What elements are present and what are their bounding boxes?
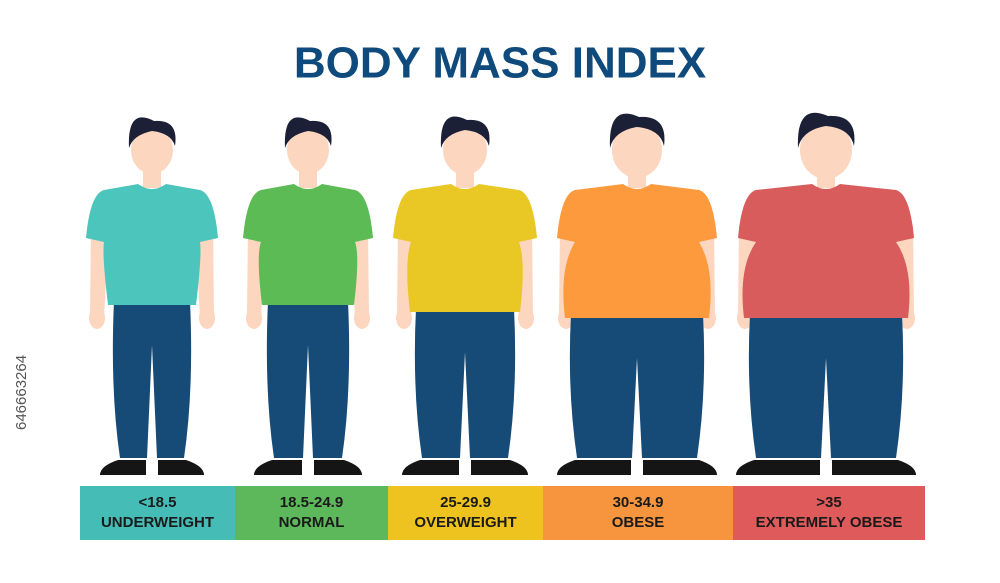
shoe [158, 460, 204, 475]
pants [112, 301, 192, 458]
hand [518, 307, 534, 329]
category-band [733, 486, 925, 540]
pants [569, 314, 705, 458]
category-label: OBESE [612, 514, 665, 531]
shoe [557, 460, 631, 475]
hand [199, 307, 215, 329]
head [131, 126, 173, 174]
category-band [235, 486, 388, 540]
shirt [243, 184, 373, 305]
category-range: 30-34.9 [613, 494, 664, 511]
pants [414, 308, 516, 458]
category-band [543, 486, 733, 540]
shirt [86, 184, 218, 305]
pants [266, 301, 350, 458]
category-range: <18.5 [139, 494, 177, 511]
pants [748, 314, 904, 458]
head [800, 121, 852, 179]
category-label: NORMAL [279, 514, 345, 531]
shoe [643, 460, 717, 475]
shoe [402, 460, 459, 475]
category-range: 18.5-24.9 [280, 494, 343, 511]
shoe [471, 460, 528, 475]
hair [609, 113, 665, 148]
person [393, 116, 537, 475]
shoe [832, 460, 916, 475]
shoe [314, 460, 362, 475]
hand [354, 307, 370, 329]
head [287, 126, 329, 174]
hair [797, 112, 855, 148]
shoe [736, 460, 820, 475]
hair [440, 116, 490, 148]
category-label: UNDERWEIGHT [101, 514, 214, 531]
person [243, 117, 373, 475]
category-label: EXTREMELY OBESE [756, 514, 903, 531]
category-band [388, 486, 543, 540]
hand [89, 307, 105, 329]
person [736, 112, 916, 475]
hand [246, 307, 262, 329]
head [443, 125, 487, 175]
hand [396, 307, 412, 329]
side-text: 646663264 [13, 355, 30, 430]
person [557, 113, 717, 475]
shirt [738, 184, 914, 318]
hair [128, 117, 176, 148]
category-range: >35 [816, 494, 841, 511]
shoe [100, 460, 146, 475]
shirt [557, 184, 717, 318]
head [612, 122, 662, 178]
category-range: 25-29.9 [440, 494, 491, 511]
category-band [80, 486, 235, 540]
shirt [393, 184, 537, 312]
category-label: OVERWEIGHT [414, 514, 516, 531]
person [86, 117, 218, 475]
shoe [254, 460, 302, 475]
hair [284, 117, 332, 148]
title: BODY MASS INDEX [294, 39, 706, 88]
